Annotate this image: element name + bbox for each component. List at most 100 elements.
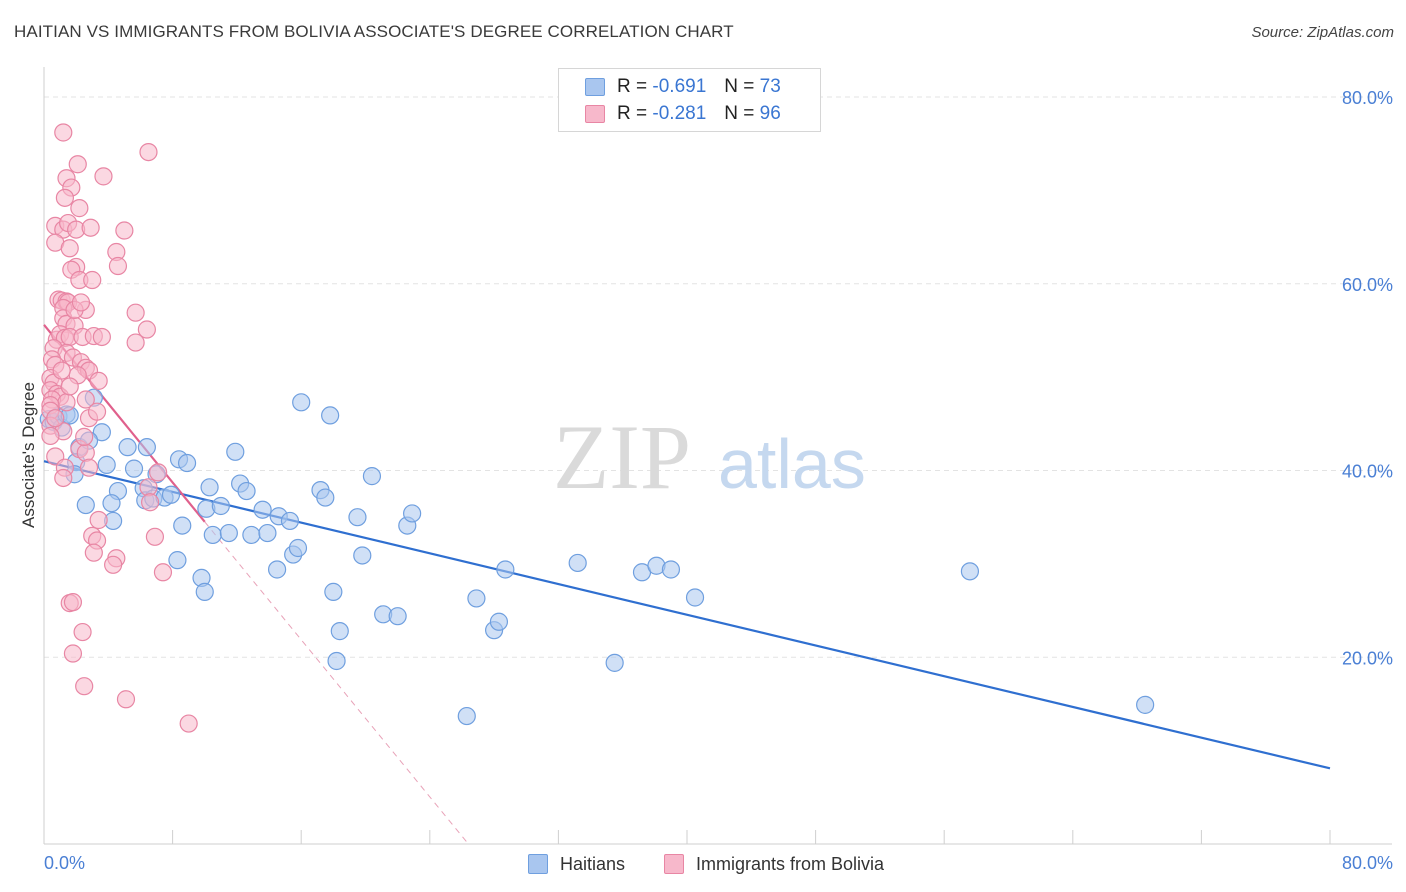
data-point-bolivia [46, 409, 65, 428]
data-point-haitians [203, 525, 222, 545]
tick-labels: 20.0% 40.0% 60.0% 80.0% 0.0% 80.0% [44, 88, 1393, 873]
trend-lines [43, 324, 1331, 845]
watermark: ZIP atlas [553, 406, 866, 508]
data-point-bolivia [75, 427, 94, 446]
data-point-haitians [685, 588, 705, 607]
data-point-haitians [102, 494, 121, 513]
data-point-bolivia [137, 320, 156, 339]
data-point-haitians [605, 653, 624, 672]
data-point-bolivia [70, 199, 89, 218]
data-point-haitians [661, 560, 681, 579]
y-tick-label: 60.0% [1342, 275, 1393, 295]
data-point-bolivia [68, 155, 87, 174]
data-point-haitians [321, 406, 340, 425]
data-point-bolivia [79, 458, 99, 477]
data-point-haitians [211, 496, 230, 516]
chart-title: HAITIAN VS IMMIGRANTS FROM BOLIVIA ASSOC… [14, 22, 734, 41]
x-tick-label: 80.0% [1342, 853, 1393, 873]
data-point-haitians [496, 560, 515, 579]
data-point-bolivia [87, 402, 107, 421]
data-point-haitians [76, 495, 95, 515]
y-tick-label: 40.0% [1342, 462, 1393, 482]
legend-r-label: R = [617, 76, 648, 97]
data-point-bolivia [55, 188, 74, 207]
legend-n-value: 96 [759, 103, 781, 124]
data-point-haitians [362, 467, 382, 486]
data-point-haitians [1136, 695, 1155, 714]
bottom-legend-label-haitians: Haitians [560, 853, 626, 874]
data-point-haitians [403, 504, 422, 523]
data-point-bolivia [179, 714, 198, 733]
axes [43, 67, 1392, 845]
data-point-haitians [177, 453, 197, 473]
data-point-haitians [288, 538, 308, 558]
data-point-bolivia [139, 142, 158, 162]
data-point-haitians [253, 500, 272, 519]
data-point-bolivia [76, 443, 95, 462]
data-point-haitians [195, 582, 214, 601]
data-point-bolivia [52, 361, 71, 380]
bottom-legend-swatch-bolivia [664, 854, 684, 874]
data-point-haitians [489, 612, 509, 631]
watermark-atlas: atlas [718, 425, 866, 503]
data-point-haitians [960, 562, 980, 581]
data-point-bolivia [89, 371, 108, 390]
data-point-haitians [97, 455, 116, 474]
data-point-haitians [219, 523, 238, 543]
data-point-haitians [124, 459, 144, 478]
data-point-haitians [173, 516, 192, 535]
data-point-bolivia [41, 426, 60, 446]
bottom-legend-bolivia: Immigrants from Bolivia [664, 851, 884, 877]
data-point-bolivia [145, 527, 165, 546]
data-point-haitians [280, 511, 300, 531]
data-point-haitians [353, 546, 372, 565]
data-point-bolivia [139, 478, 158, 497]
data-point-bolivia [63, 644, 83, 663]
data-point-bolivia [84, 543, 103, 562]
legend-r-value: -0.281 [652, 103, 707, 124]
data-point-bolivia [149, 463, 168, 482]
y-tick-label: 80.0% [1342, 88, 1393, 108]
legend-row-bolivia: R = -0.281 N = 96 [585, 101, 781, 127]
legend-swatch-haitians [585, 78, 605, 96]
data-point-bolivia [60, 377, 79, 396]
data-point-bolivia [104, 555, 123, 574]
data-points [39, 123, 1155, 733]
data-point-haitians [118, 438, 137, 457]
data-point-haitians [388, 607, 407, 626]
data-point-haitians [161, 485, 181, 504]
data-point-haitians [226, 442, 245, 461]
grid-lines [44, 96, 1392, 658]
data-point-haitians [137, 438, 156, 457]
data-point-haitians [292, 393, 311, 412]
data-point-bolivia [71, 293, 91, 312]
data-point-bolivia [57, 393, 76, 412]
data-point-haitians [242, 525, 261, 545]
x-tick-label: 0.0% [44, 853, 85, 873]
data-point-haitians [327, 651, 346, 671]
data-point-bolivia [89, 510, 108, 530]
bottom-legend-swatch-haitians [528, 854, 548, 874]
data-point-haitians [168, 551, 187, 570]
trend-extension-bolivia [204, 521, 469, 845]
data-point-haitians [237, 481, 256, 501]
data-point-bolivia [76, 390, 95, 409]
legend-r-label: R = [617, 103, 648, 124]
data-point-haitians [258, 523, 277, 543]
legend-n-label: N = [724, 103, 755, 124]
legend-row-haitians: R = -0.691 N = 73 [585, 74, 781, 100]
data-point-bolivia [92, 327, 111, 347]
data-point-bolivia [75, 677, 94, 696]
legend-n-value: 73 [759, 76, 781, 97]
y-tick-label: 20.0% [1342, 648, 1393, 668]
data-point-haitians [267, 560, 287, 579]
data-point-haitians [568, 553, 587, 573]
data-point-bolivia [83, 270, 102, 290]
data-point-bolivia [94, 167, 113, 186]
bottom-legend-label-bolivia: Immigrants from Bolivia [696, 853, 885, 874]
data-point-haitians [330, 622, 349, 641]
legend-n-label: N = [724, 76, 755, 97]
correlation-legend: R = -0.691 N = 73 R = -0.281 N = 96 [558, 68, 821, 132]
data-point-bolivia [54, 468, 73, 488]
